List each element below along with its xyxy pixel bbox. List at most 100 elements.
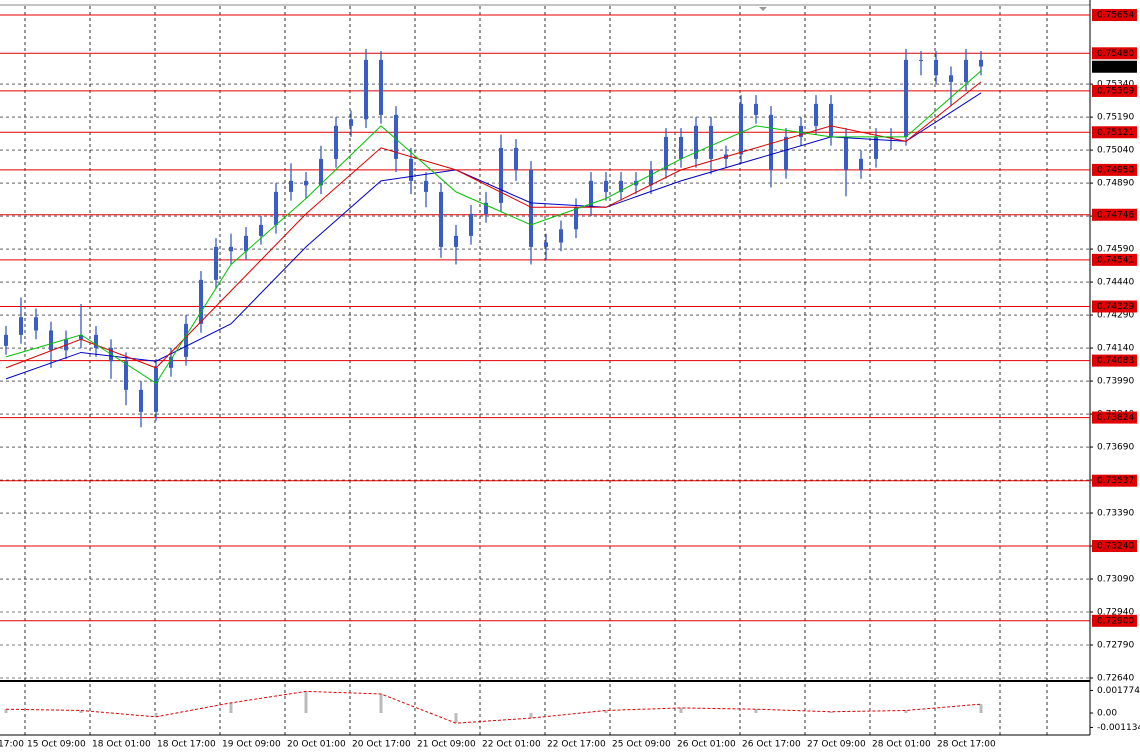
- candle-body: [334, 125, 338, 159]
- candle-body: [544, 242, 548, 247]
- candle-body: [874, 136, 878, 159]
- y-tick-label: 0.73390: [1097, 509, 1134, 519]
- candle-body: [664, 136, 668, 170]
- candle-body: [814, 103, 818, 126]
- candle-body: [934, 59, 938, 76]
- level-label-box: [1092, 84, 1137, 97]
- candle-body: [604, 180, 608, 192]
- candle-body: [184, 323, 188, 357]
- level-label-box: [1092, 126, 1137, 139]
- ma-line: [5, 81, 982, 369]
- candle-body: [169, 356, 173, 368]
- candle-body: [649, 169, 653, 186]
- candle-body: [274, 191, 278, 225]
- candle-body: [79, 334, 83, 340]
- candle-body: [19, 317, 23, 335]
- x-tick-label: 21 Oct 09:00: [417, 740, 476, 750]
- level-label: 0.75480: [1097, 49, 1134, 59]
- candle-body: [469, 213, 473, 236]
- y-tick-label: 0.74140: [1097, 344, 1134, 354]
- candle-body: [919, 59, 923, 61]
- level-label-box: [1092, 163, 1137, 176]
- level-label: 0.74083: [1097, 356, 1134, 366]
- level-label-box: [1092, 47, 1137, 60]
- y-tick-label: 0.72640: [1097, 674, 1134, 684]
- candle-body: [979, 59, 983, 67]
- x-tick-label: 22 Oct 17:00: [547, 740, 606, 750]
- shift-marker: [759, 7, 767, 11]
- candle-body: [259, 224, 263, 236]
- x-tick-label: 18 Oct 01:00: [92, 740, 151, 750]
- x-tick-label: 25 Oct 09:00: [612, 740, 671, 750]
- level-label-box: [1092, 411, 1137, 424]
- y-tick-label: 0.72940: [1097, 608, 1134, 618]
- level-label: 0.73537: [1097, 476, 1134, 486]
- candle-body: [484, 202, 488, 214]
- level-label: 0.73240: [1097, 542, 1134, 552]
- candle-body: [829, 103, 833, 137]
- candle-body: [439, 191, 443, 247]
- x-tick-label: 22 Oct 01:00: [482, 740, 541, 750]
- y-tick-label: 0.72790: [1097, 641, 1134, 651]
- level-label: 0.74950: [1097, 165, 1134, 175]
- candle-body: [364, 59, 368, 120]
- y2-tick-label: 0.001774: [1097, 686, 1140, 696]
- candle-body: [394, 114, 398, 159]
- current-price-label: 0.75419: [1097, 62, 1134, 72]
- current-price-box: [1092, 60, 1137, 73]
- level-label-box: [1092, 208, 1137, 221]
- candle-body: [409, 158, 413, 181]
- candle-body: [49, 330, 53, 351]
- level-label: 0.72900: [1097, 616, 1134, 626]
- level-label-box: [1092, 614, 1137, 627]
- y-tick-label: 0.75190: [1097, 113, 1134, 123]
- y-tick-label: 0.73690: [1097, 443, 1134, 453]
- candle-body: [304, 180, 308, 186]
- level-label-box: [1092, 253, 1137, 266]
- candle-body: [379, 59, 383, 115]
- level-label: 0.74746: [1097, 210, 1134, 220]
- y-tick-label: 0.74890: [1097, 179, 1134, 189]
- level-label-box: [1092, 9, 1137, 22]
- candle-body: [754, 103, 758, 115]
- candle-body: [199, 279, 203, 324]
- x-tick-label: 19 Oct 09:00: [222, 740, 281, 750]
- level-label: 0.75121: [1097, 128, 1134, 138]
- x-tick-label: 18 Oct 17:00: [157, 740, 216, 750]
- candle-body: [784, 136, 788, 170]
- candle-body: [844, 136, 848, 170]
- level-label-box: [1092, 474, 1137, 487]
- candle-body: [769, 114, 773, 170]
- x-tick-label: 28 Oct 01:00: [872, 740, 931, 750]
- y-tick-label: 0.74440: [1097, 278, 1134, 288]
- y-tick-label: 0.75340: [1097, 80, 1134, 90]
- level-label: 0.75654: [1097, 11, 1134, 21]
- candle-body: [94, 334, 98, 349]
- candle-body: [859, 158, 863, 170]
- y2-tick-label: 0.00: [1097, 709, 1117, 719]
- osc-line: [5, 690, 982, 724]
- candle-body: [904, 59, 908, 137]
- candle-body: [124, 361, 128, 390]
- ma-line: [5, 70, 982, 384]
- candle-body: [424, 180, 428, 192]
- x-tick-label: 17:00: [0, 740, 24, 750]
- candle-body: [694, 125, 698, 159]
- level-label-box: [1092, 540, 1137, 553]
- candle-body: [154, 367, 158, 412]
- x-tick-label: 26 Oct 01:00: [677, 740, 736, 750]
- candle-body: [229, 246, 233, 252]
- level-label: 0.74541: [1097, 255, 1134, 265]
- candle-body: [244, 235, 248, 252]
- y-tick-label: 0.73990: [1097, 377, 1134, 387]
- level-label-box: [1092, 300, 1137, 313]
- candle-body: [679, 136, 683, 159]
- candle-body: [949, 75, 953, 82]
- x-tick-label: 15 Oct 09:00: [27, 740, 86, 750]
- y-tick-label: 0.75040: [1097, 146, 1134, 156]
- y-tick-label: 0.74590: [1097, 245, 1134, 255]
- candle-body: [499, 147, 503, 203]
- candle-body: [34, 317, 38, 331]
- candle-body: [589, 180, 593, 208]
